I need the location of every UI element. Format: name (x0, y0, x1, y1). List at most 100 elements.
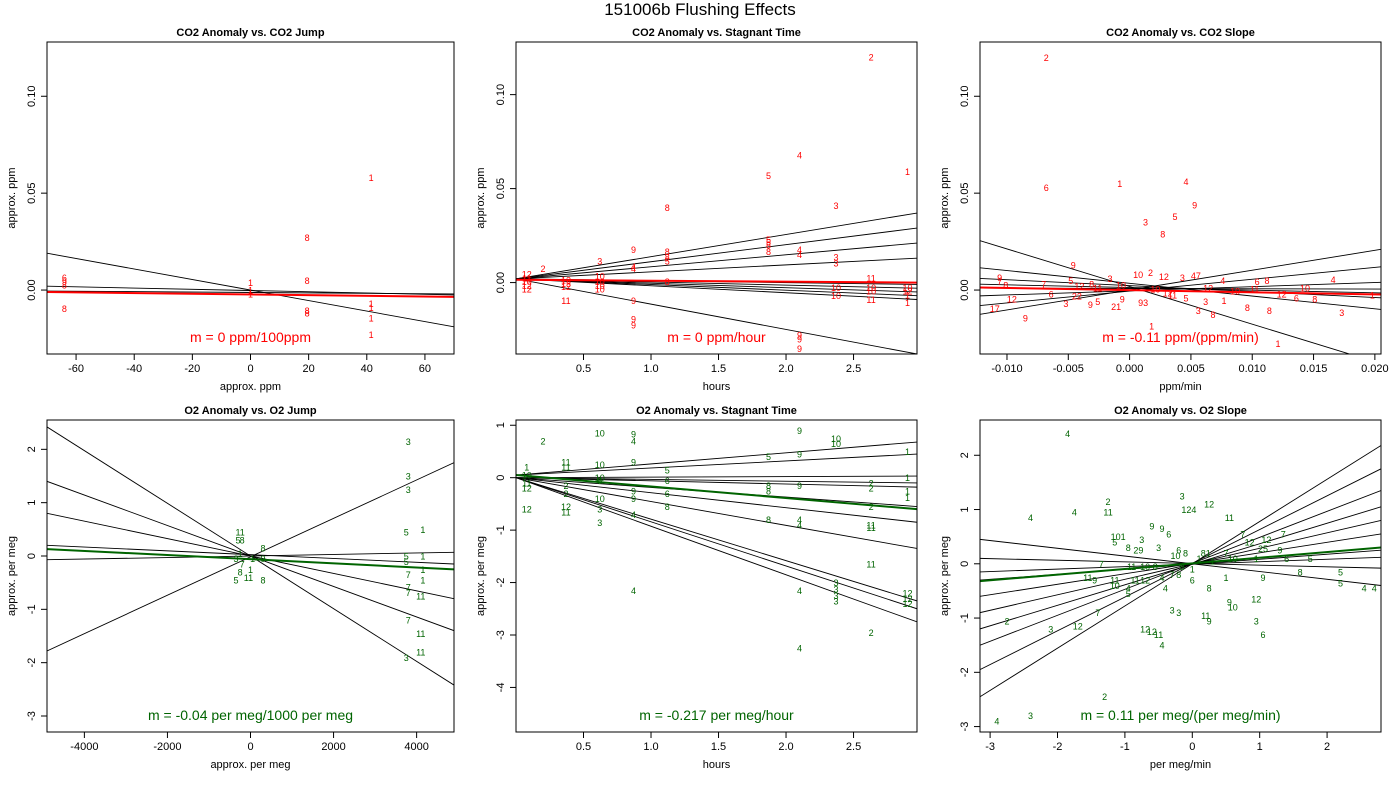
data-point-label: 8 (1126, 543, 1131, 553)
regression-line (47, 551, 454, 561)
data-point-label: 6 (1166, 529, 1171, 539)
x-tick-label: 0.020 (1361, 363, 1389, 375)
regression-line (980, 266, 1381, 307)
data-point-label: 6 (665, 476, 670, 486)
data-point-label: 11 (866, 523, 875, 533)
data-point-label: 10 (831, 291, 841, 301)
data-point-label: 11 (1201, 611, 1210, 621)
data-point-label: 8 (766, 515, 771, 525)
data-point-label: 11 (561, 463, 570, 473)
data-point-label: 8 (260, 576, 265, 586)
regression-line (47, 290, 454, 295)
x-tick-label: 2 (1324, 741, 1330, 753)
data-point-label: 4 (1072, 508, 1077, 518)
data-point-label: 9 (631, 430, 636, 440)
data-point-label: 1 (524, 463, 529, 473)
data-point-label: 1 (905, 290, 910, 300)
panel-5: O2 Anomaly vs. Stagnant Time hours approx.… (475, 405, 918, 771)
data-point-label: 9 (1261, 573, 1266, 583)
data-point-label: 8 (305, 233, 310, 243)
data-point-label: 9 (797, 426, 802, 436)
data-point-label: 3 (597, 256, 602, 266)
x-tick-label: -40 (126, 363, 142, 375)
data-point-label: 2 (1102, 692, 1107, 702)
x-tick-label: 0 (247, 741, 253, 753)
data-point-label: 3 (1156, 543, 1161, 553)
data-point-label: 7 (1041, 280, 1046, 290)
data-point-label: 11 (522, 478, 531, 488)
data-point-label: 3 (833, 591, 838, 601)
data-point-label: 9 (797, 450, 802, 460)
regression-line (980, 538, 1381, 586)
data-point-label: 4 (1184, 177, 1189, 187)
data-point-label: 3 (833, 596, 838, 606)
panel-2: CO2 Anomaly vs. Stagnant Time hours approx… (475, 27, 918, 393)
data-point-label: 6 (1044, 183, 1049, 193)
data-point-label: 12 (561, 282, 571, 292)
x-tick-label: -4000 (70, 741, 98, 753)
data-point-label: 3 (1203, 297, 1208, 307)
data-point-label: 12 (1203, 284, 1213, 294)
data-point-label: 10 (1170, 551, 1180, 561)
data-point-label: 8 (766, 481, 771, 491)
panel-title: O2 Anomaly vs. O2 Jump (184, 405, 317, 417)
data-point-label: 12 (522, 285, 532, 295)
fit-line (47, 290, 454, 298)
data-point-label: 4 (797, 644, 802, 654)
data-point-label: 2 (869, 484, 874, 494)
data-point-label: 12 (1159, 272, 1169, 282)
regression-line (516, 227, 917, 280)
data-point-label: 9 (1149, 521, 1154, 531)
regression-line (516, 477, 917, 602)
data-point-label: 5 (665, 465, 670, 475)
regression-line (516, 477, 917, 549)
data-point-label: 1 (248, 565, 253, 575)
x-tick-label: -20 (184, 363, 200, 375)
data-point-label: 8 (1312, 294, 1317, 304)
data-point-label: 12 (1163, 288, 1173, 298)
data-point-label: 5 (1095, 297, 1100, 307)
data-point-label: 4 (797, 245, 802, 255)
plot-frame (515, 419, 918, 733)
plot-area: 1886988111881111 (47, 173, 454, 340)
x-tick-label: 1.5 (711, 741, 726, 753)
x-tick-label: 1.5 (711, 363, 726, 375)
data-point-label: 4 (1372, 584, 1377, 594)
data-point-label: 11 (522, 273, 531, 283)
data-point-label: 6 (1261, 630, 1266, 640)
panel-title: O2 Anomaly vs. O2 Slope (1114, 405, 1247, 417)
data-point-label: 12 (1074, 282, 1084, 292)
data-point-label: 1 (248, 286, 253, 296)
data-point-label: 10 (1228, 554, 1238, 564)
slope-annotation: m = -0.04 per meg/1000 per meg (148, 707, 353, 723)
data-point-label: 6 (1176, 546, 1181, 556)
y-tick-label: -3 (26, 711, 38, 721)
data-point-label: 11 (416, 592, 425, 602)
x-tick-label: 1 (1257, 741, 1263, 753)
data-point-label: 8 (260, 544, 265, 554)
data-point-label: 4 (1159, 573, 1164, 583)
data-point-label: 5 (1068, 276, 1073, 286)
x-tick-label: -2000 (153, 741, 181, 753)
x-tick-label: 2.5 (846, 741, 861, 753)
x-axis-label: approx. per meg (210, 759, 290, 771)
data-point-label: 17 (990, 304, 1000, 314)
y-axis-label: approx. per meg (475, 536, 487, 616)
data-point-label: 8 (62, 281, 67, 291)
regression-line (980, 277, 1381, 299)
x-axis-label: approx. ppm (220, 381, 281, 393)
y-tick-label: -2 (959, 667, 971, 677)
data-point-label: 11 (1103, 508, 1112, 518)
data-point-label: 8 (1298, 567, 1303, 577)
x-axis-label: hours (703, 381, 731, 393)
data-point-label: 1 (905, 486, 910, 496)
data-point-label: 2 (869, 628, 874, 638)
data-point-label: 12 (1245, 538, 1255, 548)
y-tick-label: 1 (959, 506, 971, 512)
data-point-label: 10 (595, 272, 605, 282)
data-point-label: 8 (238, 568, 243, 578)
data-point-label: 8 (62, 304, 67, 314)
data-point-label: 12 (903, 287, 913, 297)
